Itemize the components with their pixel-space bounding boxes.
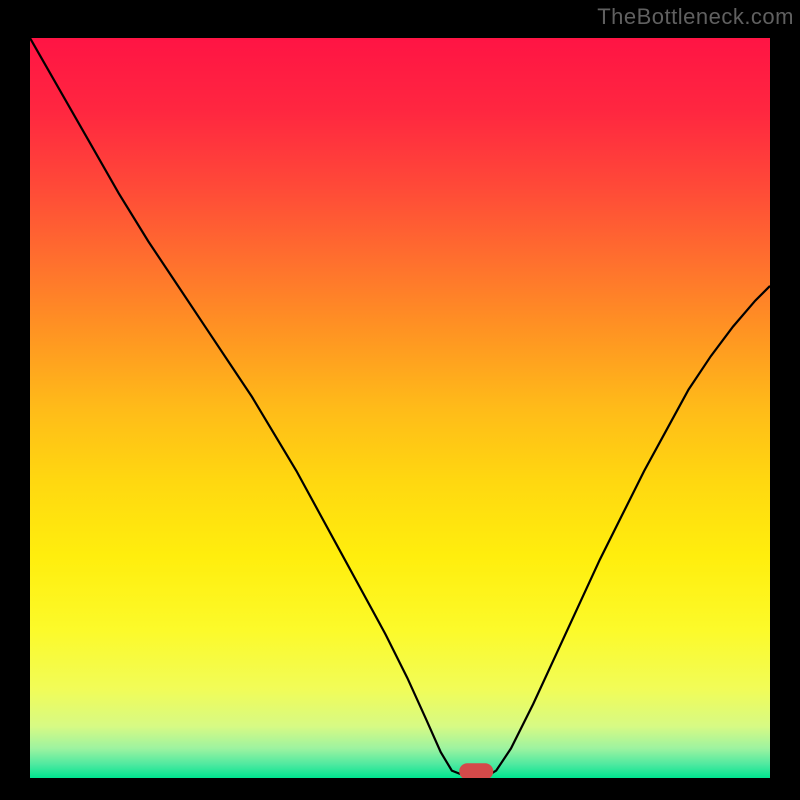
watermark-text: TheBottleneck.com xyxy=(597,4,794,30)
plot-area xyxy=(30,38,770,778)
bottleneck-chart xyxy=(30,38,770,778)
chart-frame: TheBottleneck.com xyxy=(0,0,800,800)
optimal-marker xyxy=(459,763,493,778)
gradient-background xyxy=(30,38,770,778)
